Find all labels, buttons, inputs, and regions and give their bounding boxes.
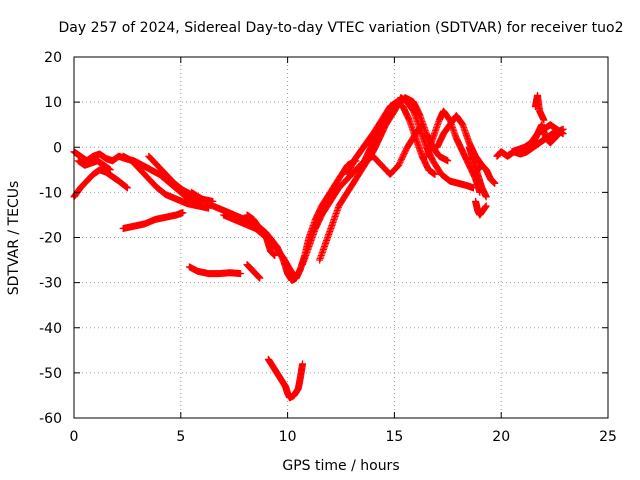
data-point-marker bbox=[395, 160, 403, 168]
series-track-25 bbox=[243, 211, 279, 260]
data-point-marker bbox=[482, 193, 490, 201]
data-point-marker bbox=[401, 148, 409, 156]
data-point-marker bbox=[398, 155, 406, 163]
data-point-marker bbox=[431, 170, 439, 178]
y-tick-label: -60 bbox=[39, 411, 62, 427]
series-track-9 bbox=[185, 263, 245, 278]
data-point-marker bbox=[555, 130, 563, 138]
series-track-20 bbox=[474, 161, 499, 187]
x-tick-label: 5 bbox=[176, 429, 185, 445]
grid bbox=[74, 57, 608, 418]
y-tick-label: 10 bbox=[44, 95, 62, 111]
data-point-marker bbox=[396, 158, 404, 166]
series-track-6 bbox=[119, 209, 187, 232]
series-track-23 bbox=[529, 121, 563, 147]
data-point-marker bbox=[482, 202, 490, 210]
data-point-marker bbox=[256, 274, 264, 282]
x-tick-label: 10 bbox=[279, 429, 297, 445]
data-point-marker bbox=[444, 157, 452, 165]
data-point-marker bbox=[290, 272, 298, 280]
data-point-marker bbox=[399, 152, 407, 160]
y-tick-label: -50 bbox=[39, 366, 62, 382]
y-tick-label: -30 bbox=[39, 276, 62, 292]
x-tick-label: 20 bbox=[492, 429, 510, 445]
series-track-11 bbox=[264, 355, 307, 402]
series-track-4 bbox=[119, 152, 213, 212]
data-point-marker bbox=[402, 146, 410, 154]
data-point-marker bbox=[400, 149, 408, 157]
series-track-12 bbox=[299, 121, 426, 269]
data-point-marker bbox=[237, 270, 245, 278]
data-point-marker bbox=[491, 179, 499, 187]
axis-ticks bbox=[73, 56, 609, 419]
y-tick-labels: -60 -50 -40 -30 -20 -10 0 10 20 bbox=[39, 50, 62, 427]
y-tick-label: -40 bbox=[39, 321, 62, 337]
data-point-marker bbox=[299, 360, 307, 368]
series-track-1 bbox=[70, 148, 206, 210]
y-axis-label: SDTVAR / TECUs bbox=[6, 181, 22, 296]
data-point-marker bbox=[397, 157, 405, 165]
data-point-marker bbox=[123, 184, 131, 192]
data-point-marker bbox=[395, 161, 403, 169]
data-point-marker bbox=[179, 209, 187, 217]
series-track-2 bbox=[70, 166, 131, 201]
series-track-8 bbox=[220, 211, 298, 280]
data-point-marker bbox=[398, 154, 406, 162]
x-tick-label: 25 bbox=[599, 429, 617, 445]
data-point-marker bbox=[540, 116, 548, 124]
y-tick-label: 20 bbox=[44, 50, 62, 66]
series-track-10 bbox=[243, 261, 264, 282]
data-point-marker bbox=[271, 252, 279, 260]
x-axis-label: GPS time / hours bbox=[282, 458, 399, 474]
data-point-marker bbox=[106, 166, 114, 174]
y-tick-label: -20 bbox=[39, 231, 62, 247]
y-tick-label: -10 bbox=[39, 185, 62, 201]
y-tick-label: 0 bbox=[53, 140, 62, 156]
x-tick-label: 15 bbox=[385, 429, 403, 445]
data-points bbox=[70, 91, 567, 402]
series-track-19 bbox=[472, 197, 490, 219]
data-point-marker bbox=[400, 151, 408, 159]
chart-title: Day 257 of 2024, Sidereal Day-to-day VTE… bbox=[58, 20, 623, 36]
series-track-24 bbox=[531, 91, 548, 124]
x-tick-labels: 0 5 10 15 20 25 bbox=[70, 429, 617, 445]
series-track-3 bbox=[74, 157, 114, 174]
x-tick-label: 0 bbox=[70, 429, 79, 445]
